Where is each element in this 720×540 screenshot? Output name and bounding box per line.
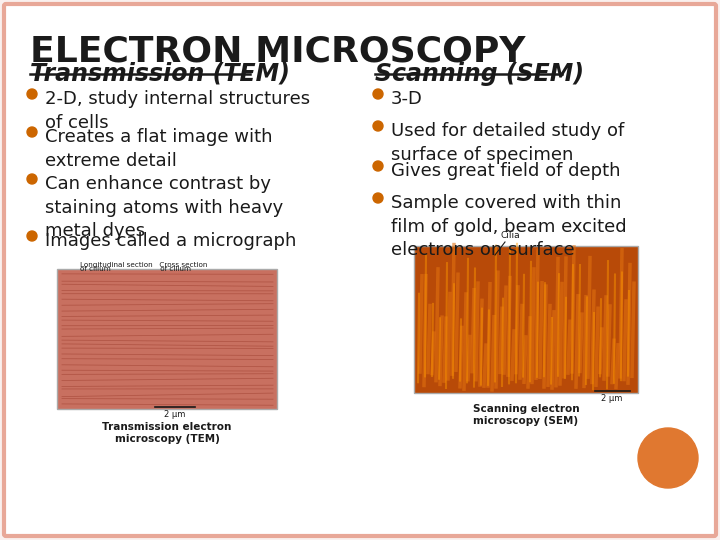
Text: Scanning (SEM): Scanning (SEM): [375, 62, 584, 86]
FancyBboxPatch shape: [57, 269, 277, 409]
Text: Sample covered with thin
film of gold, beam excited
electrons on surface: Sample covered with thin film of gold, b…: [391, 194, 626, 259]
Text: Can enhance contrast by
staining atoms with heavy
metal dyes: Can enhance contrast by staining atoms w…: [45, 175, 283, 240]
Circle shape: [27, 127, 37, 137]
Circle shape: [373, 89, 383, 99]
Text: Gives great field of depth: Gives great field of depth: [391, 162, 621, 180]
Text: Scanning electron
microscopy (SEM): Scanning electron microscopy (SEM): [473, 404, 580, 426]
Text: Transmission electron
microscopy (TEM): Transmission electron microscopy (TEM): [102, 422, 232, 443]
Text: Cilia: Cilia: [500, 231, 520, 240]
Text: 2 μm: 2 μm: [164, 410, 186, 419]
Text: Creates a flat image with
extreme detail: Creates a flat image with extreme detail: [45, 128, 272, 170]
Text: Longitudinal section   Cross section: Longitudinal section Cross section: [80, 262, 207, 268]
Circle shape: [27, 89, 37, 99]
Circle shape: [373, 193, 383, 203]
Circle shape: [27, 231, 37, 241]
Text: of cilium                      of cilium: of cilium of cilium: [80, 266, 191, 272]
Text: Images called a micrograph: Images called a micrograph: [45, 232, 297, 250]
Text: ELECTRON MICROSCOPY: ELECTRON MICROSCOPY: [30, 35, 526, 69]
Text: 2 μm: 2 μm: [601, 394, 623, 403]
Text: Used for detailed study of
surface of specimen: Used for detailed study of surface of sp…: [391, 122, 624, 164]
Circle shape: [373, 121, 383, 131]
FancyBboxPatch shape: [4, 4, 716, 536]
Circle shape: [27, 174, 37, 184]
FancyBboxPatch shape: [414, 246, 638, 393]
Circle shape: [638, 428, 698, 488]
Circle shape: [373, 161, 383, 171]
Text: 2-D, study internal structures
of cells: 2-D, study internal structures of cells: [45, 90, 310, 132]
Text: 3-D: 3-D: [391, 90, 423, 108]
Text: Transmission (TEM): Transmission (TEM): [30, 62, 290, 86]
